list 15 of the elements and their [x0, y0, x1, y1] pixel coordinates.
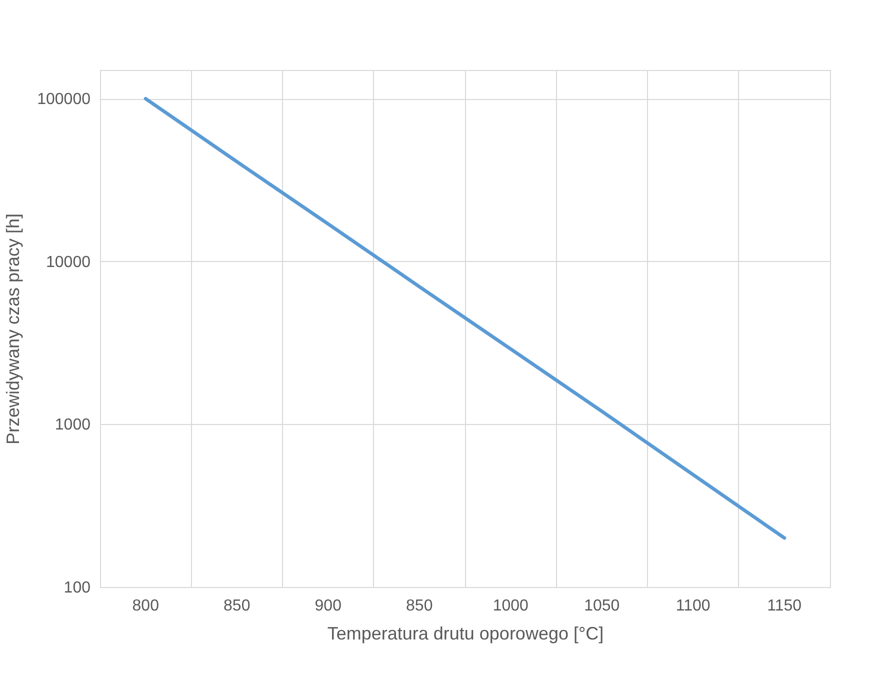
y-tick-label: 100: [64, 580, 91, 596]
x-tick-label: 1100: [676, 598, 710, 614]
x-tick-label: 850: [224, 598, 250, 614]
x-tick-label: 1000: [492, 598, 529, 614]
y-tick-label: 100000: [37, 91, 91, 108]
x-tick-label: 1050: [584, 598, 620, 614]
y-tick-label: 1000: [54, 416, 91, 434]
y-axis-title: Przewidywany czas pracy [h]: [3, 213, 24, 445]
x-axis-title: Temperatura drutu oporowego [°C]: [327, 624, 604, 644]
x-tick-label: 850: [406, 598, 433, 614]
x-tick-label: 900: [314, 598, 342, 614]
line-series: [144, 96, 786, 540]
x-tick-label: 1150: [767, 598, 802, 614]
x-tick-label: 800: [132, 598, 160, 614]
y-tick-label: 10000: [46, 254, 91, 271]
